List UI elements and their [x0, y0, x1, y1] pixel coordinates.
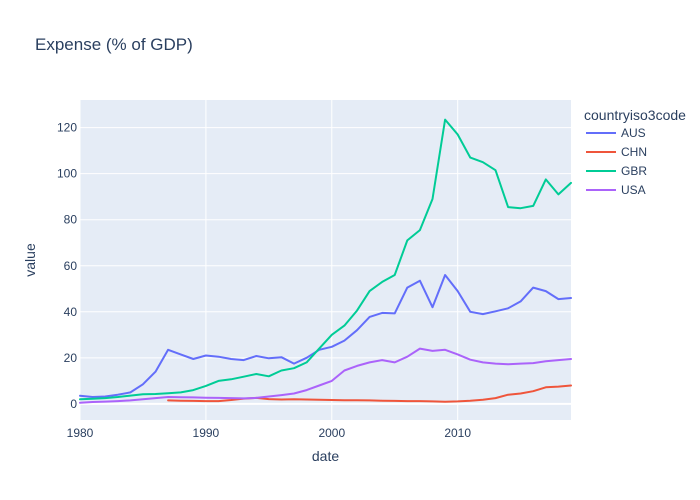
- x-tick-label: 2000: [318, 426, 345, 440]
- y-tick-label: 120: [57, 121, 77, 135]
- legend-item-aus[interactable]: AUS: [586, 126, 646, 140]
- y-tick-label: 80: [64, 213, 78, 227]
- legend-title: countryiso3code: [584, 107, 686, 123]
- series-line-chn: [167, 384, 572, 403]
- series-line-usa: [79, 347, 572, 404]
- legend: countryiso3code AUS CHN GBR USA: [584, 107, 686, 197]
- legend-item-chn[interactable]: CHN: [586, 145, 647, 159]
- gridlines: [79, 100, 571, 420]
- y-tick-label: 100: [57, 167, 77, 181]
- legend-item-gbr[interactable]: GBR: [586, 164, 647, 178]
- chart-title: Expense (% of GDP): [35, 35, 193, 54]
- x-tick-label: 1980: [67, 426, 94, 440]
- plot-area: [80, 100, 571, 420]
- legend-label: AUS: [621, 126, 646, 140]
- series-line-aus: [79, 274, 572, 398]
- y-tick-label: 60: [64, 259, 78, 273]
- legend-label: GBR: [621, 164, 647, 178]
- x-tick-label: 1990: [193, 426, 220, 440]
- legend-label: CHN: [621, 145, 647, 159]
- y-tick-label: 20: [64, 351, 78, 365]
- legend-items: AUS CHN GBR USA: [586, 126, 647, 197]
- y-axis-ticks: 0 20 40 60 80 100 120: [57, 121, 77, 411]
- legend-label: USA: [621, 183, 646, 197]
- x-axis-title: date: [312, 448, 339, 464]
- series-lines: [79, 118, 572, 404]
- series-line-gbr: [79, 118, 572, 401]
- legend-item-usa[interactable]: USA: [586, 183, 646, 197]
- y-tick-label: 0: [70, 397, 77, 411]
- y-axis-title: value: [22, 243, 38, 277]
- x-tick-label: 2010: [444, 426, 471, 440]
- x-axis-ticks: 1980 1990 2000 2010: [67, 426, 472, 440]
- y-tick-label: 40: [64, 305, 78, 319]
